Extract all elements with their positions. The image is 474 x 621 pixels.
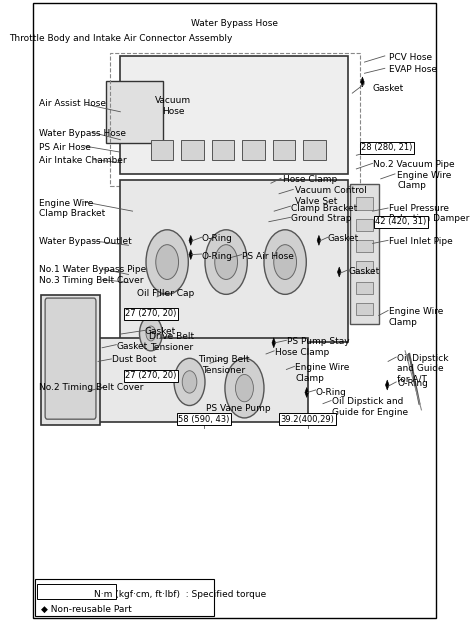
FancyBboxPatch shape [273, 140, 295, 160]
Circle shape [174, 358, 205, 406]
Text: No.3 Timing Belt Cover: No.3 Timing Belt Cover [39, 276, 144, 285]
Text: O-Ring: O-Ring [316, 388, 346, 396]
Polygon shape [317, 235, 321, 245]
Text: 42 (420, 31): 42 (420, 31) [375, 217, 427, 226]
Polygon shape [305, 388, 309, 397]
Polygon shape [361, 77, 364, 87]
Text: Clamp Bracket: Clamp Bracket [291, 204, 357, 212]
Circle shape [146, 230, 188, 294]
Text: Gasket: Gasket [116, 342, 147, 350]
FancyBboxPatch shape [106, 81, 163, 143]
Text: Gasket: Gasket [328, 234, 359, 243]
Circle shape [139, 316, 162, 351]
Text: Hose Clamp: Hose Clamp [283, 175, 337, 184]
Circle shape [274, 245, 297, 279]
Text: Timing Belt
Tensioner: Timing Belt Tensioner [198, 355, 250, 374]
Text: 58 (590, 43): 58 (590, 43) [178, 415, 229, 424]
Text: Air Assist Hose: Air Assist Hose [39, 99, 106, 108]
FancyBboxPatch shape [356, 282, 374, 294]
FancyBboxPatch shape [303, 140, 326, 160]
Text: Oil Dipstick
and Guide
for A/T: Oil Dipstick and Guide for A/T [397, 354, 448, 384]
Text: Air Intake Chamber: Air Intake Chamber [39, 156, 127, 165]
Text: Hose Clamp: Hose Clamp [275, 348, 329, 356]
Circle shape [182, 371, 197, 393]
Text: No.1 Water Bypass Pipe: No.1 Water Bypass Pipe [39, 265, 146, 274]
Text: Water Bypass Hose: Water Bypass Hose [191, 19, 278, 27]
Text: PS Air Hose: PS Air Hose [242, 252, 294, 260]
Polygon shape [189, 250, 192, 260]
Text: No.2 Timing Belt Cover: No.2 Timing Belt Cover [39, 383, 143, 392]
Text: ◆ Non-reusable Part: ◆ Non-reusable Part [41, 605, 132, 614]
Circle shape [236, 374, 254, 402]
Text: PS Vane Pump: PS Vane Pump [206, 404, 271, 412]
Text: Engine Wire
Clamp: Engine Wire Clamp [397, 171, 451, 190]
Text: Engine Wire
Clamp: Engine Wire Clamp [389, 307, 443, 327]
Circle shape [156, 245, 179, 279]
Text: Engine Wire
Clamp: Engine Wire Clamp [295, 363, 350, 383]
Text: Engine Wire
Clamp Bracket: Engine Wire Clamp Bracket [39, 199, 105, 218]
Text: Fuel Pressure
Pulsation Damper: Fuel Pressure Pulsation Damper [389, 204, 469, 223]
Text: Water Bypass Outlet: Water Bypass Outlet [39, 237, 132, 246]
Polygon shape [385, 380, 389, 390]
FancyBboxPatch shape [88, 338, 308, 422]
Text: O-Ring: O-Ring [397, 379, 428, 388]
Text: O-Ring: O-Ring [202, 234, 233, 243]
FancyBboxPatch shape [45, 298, 96, 419]
Text: 27 (270, 20): 27 (270, 20) [125, 309, 177, 318]
Circle shape [146, 326, 156, 341]
Text: Drive Belt
Tensioner: Drive Belt Tensioner [149, 332, 194, 351]
Text: 28 (280, 21): 28 (280, 21) [361, 143, 412, 152]
Text: Vacuum Control
Valve Set: Vacuum Control Valve Set [295, 186, 367, 206]
Circle shape [225, 358, 264, 418]
FancyBboxPatch shape [356, 240, 374, 252]
FancyBboxPatch shape [356, 261, 374, 273]
Text: PS Air Hose: PS Air Hose [39, 143, 91, 152]
FancyBboxPatch shape [120, 180, 348, 342]
Text: Fuel Inlet Pipe: Fuel Inlet Pipe [389, 237, 453, 246]
FancyBboxPatch shape [242, 140, 265, 160]
Text: Oil Dipstick and
Guide for Engine: Oil Dipstick and Guide for Engine [332, 397, 408, 417]
FancyBboxPatch shape [212, 140, 234, 160]
Text: Gasket: Gasket [373, 84, 404, 93]
Text: O-Ring: O-Ring [202, 252, 233, 260]
Text: Ground Strap: Ground Strap [291, 214, 352, 223]
FancyBboxPatch shape [41, 295, 100, 425]
FancyBboxPatch shape [120, 56, 348, 174]
Text: 39.2(400,29): 39.2(400,29) [281, 415, 335, 424]
Circle shape [205, 230, 247, 294]
FancyBboxPatch shape [151, 140, 173, 160]
Text: No.2 Vacuum Pipe: No.2 Vacuum Pipe [373, 160, 454, 169]
Text: N·m (kgf·cm, ft·lbf)  : Specified torque: N·m (kgf·cm, ft·lbf) : Specified torque [94, 591, 266, 599]
Text: EVAP Hose: EVAP Hose [389, 65, 437, 74]
FancyBboxPatch shape [356, 197, 374, 210]
FancyBboxPatch shape [37, 584, 116, 599]
FancyBboxPatch shape [356, 219, 374, 231]
Text: Gasket: Gasket [145, 327, 176, 336]
Text: Dust Boot: Dust Boot [112, 355, 157, 364]
Text: Water Bypass Hose: Water Bypass Hose [39, 129, 126, 138]
FancyBboxPatch shape [35, 579, 214, 616]
FancyBboxPatch shape [356, 303, 374, 315]
Polygon shape [272, 338, 275, 348]
Circle shape [215, 245, 237, 279]
FancyBboxPatch shape [350, 184, 379, 324]
Text: Throttle Body and Intake Air Connector Assembly: Throttle Body and Intake Air Connector A… [9, 34, 232, 43]
Text: Gasket: Gasket [348, 267, 380, 276]
Circle shape [264, 230, 306, 294]
FancyBboxPatch shape [33, 3, 436, 618]
Text: 27 (270, 20): 27 (270, 20) [125, 371, 177, 380]
Text: PCV Hose: PCV Hose [389, 53, 432, 61]
Text: Vacuum
Hose: Vacuum Hose [155, 96, 191, 116]
Polygon shape [189, 235, 192, 245]
Polygon shape [337, 267, 341, 277]
FancyBboxPatch shape [182, 140, 204, 160]
Text: Oil Filler Cap: Oil Filler Cap [137, 289, 194, 297]
Text: PS Pump Stay: PS Pump Stay [287, 337, 350, 346]
